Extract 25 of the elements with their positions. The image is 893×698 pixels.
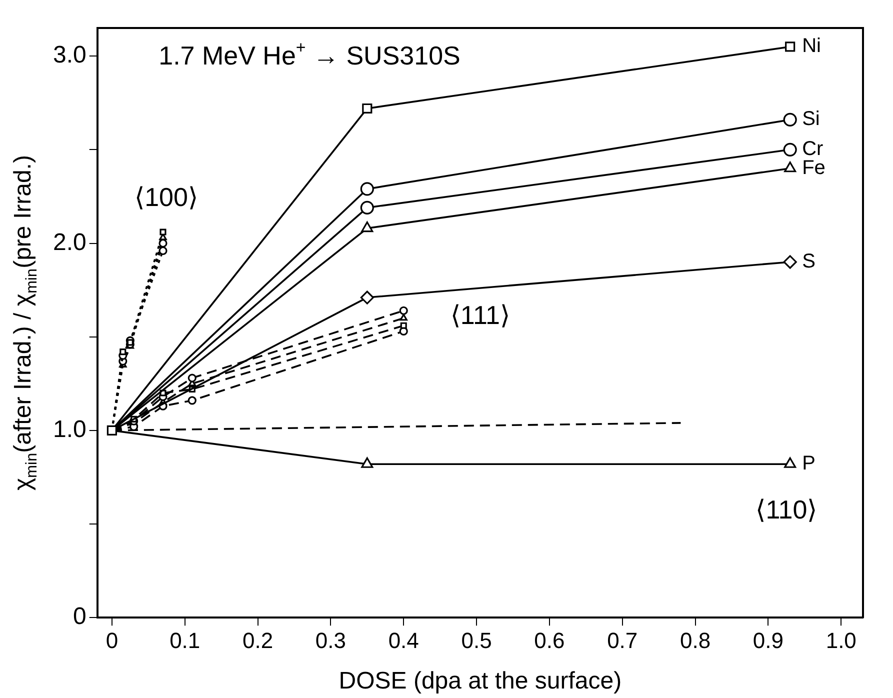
annotation: ⟨110⟩ bbox=[756, 494, 818, 525]
annotation: 1.7 MeV He+ → SUS310S bbox=[158, 38, 460, 71]
x-tick-label: 0 bbox=[106, 628, 118, 653]
annotation: ⟨100⟩ bbox=[134, 182, 198, 212]
y-axis-title: χmin(after Irrad.) / χmin(pre Irrad.) bbox=[10, 155, 41, 491]
x-tick-label: 0.2 bbox=[242, 628, 274, 653]
y-tick-label: 2.0 bbox=[52, 228, 86, 256]
x-axis-title: DOSE (dpa at the surface) bbox=[338, 668, 622, 695]
y-tick-label: 1.0 bbox=[52, 416, 86, 444]
series-label: Ni bbox=[802, 35, 821, 58]
x-tick-label: 1.0 bbox=[826, 628, 856, 653]
series-label: S bbox=[802, 250, 816, 272]
x-tick-label: 0.5 bbox=[461, 628, 492, 653]
x-tick-label: 0.3 bbox=[315, 628, 346, 653]
x-tick-label: 0.6 bbox=[534, 628, 565, 653]
annotation: ⟨111⟩ bbox=[450, 300, 510, 330]
y-tick-label: 3.0 bbox=[52, 42, 86, 69]
series-label: Si bbox=[802, 108, 820, 130]
x-tick-label: 0.1 bbox=[170, 628, 200, 653]
series-label: P bbox=[802, 452, 816, 475]
x-tick-label: 0.8 bbox=[680, 628, 711, 653]
y-tick-label: 0 bbox=[73, 603, 86, 630]
x-tick-label: 0.9 bbox=[752, 628, 784, 653]
x-tick-label: 0.7 bbox=[607, 628, 638, 653]
x-tick-label: 0.4 bbox=[388, 628, 419, 653]
